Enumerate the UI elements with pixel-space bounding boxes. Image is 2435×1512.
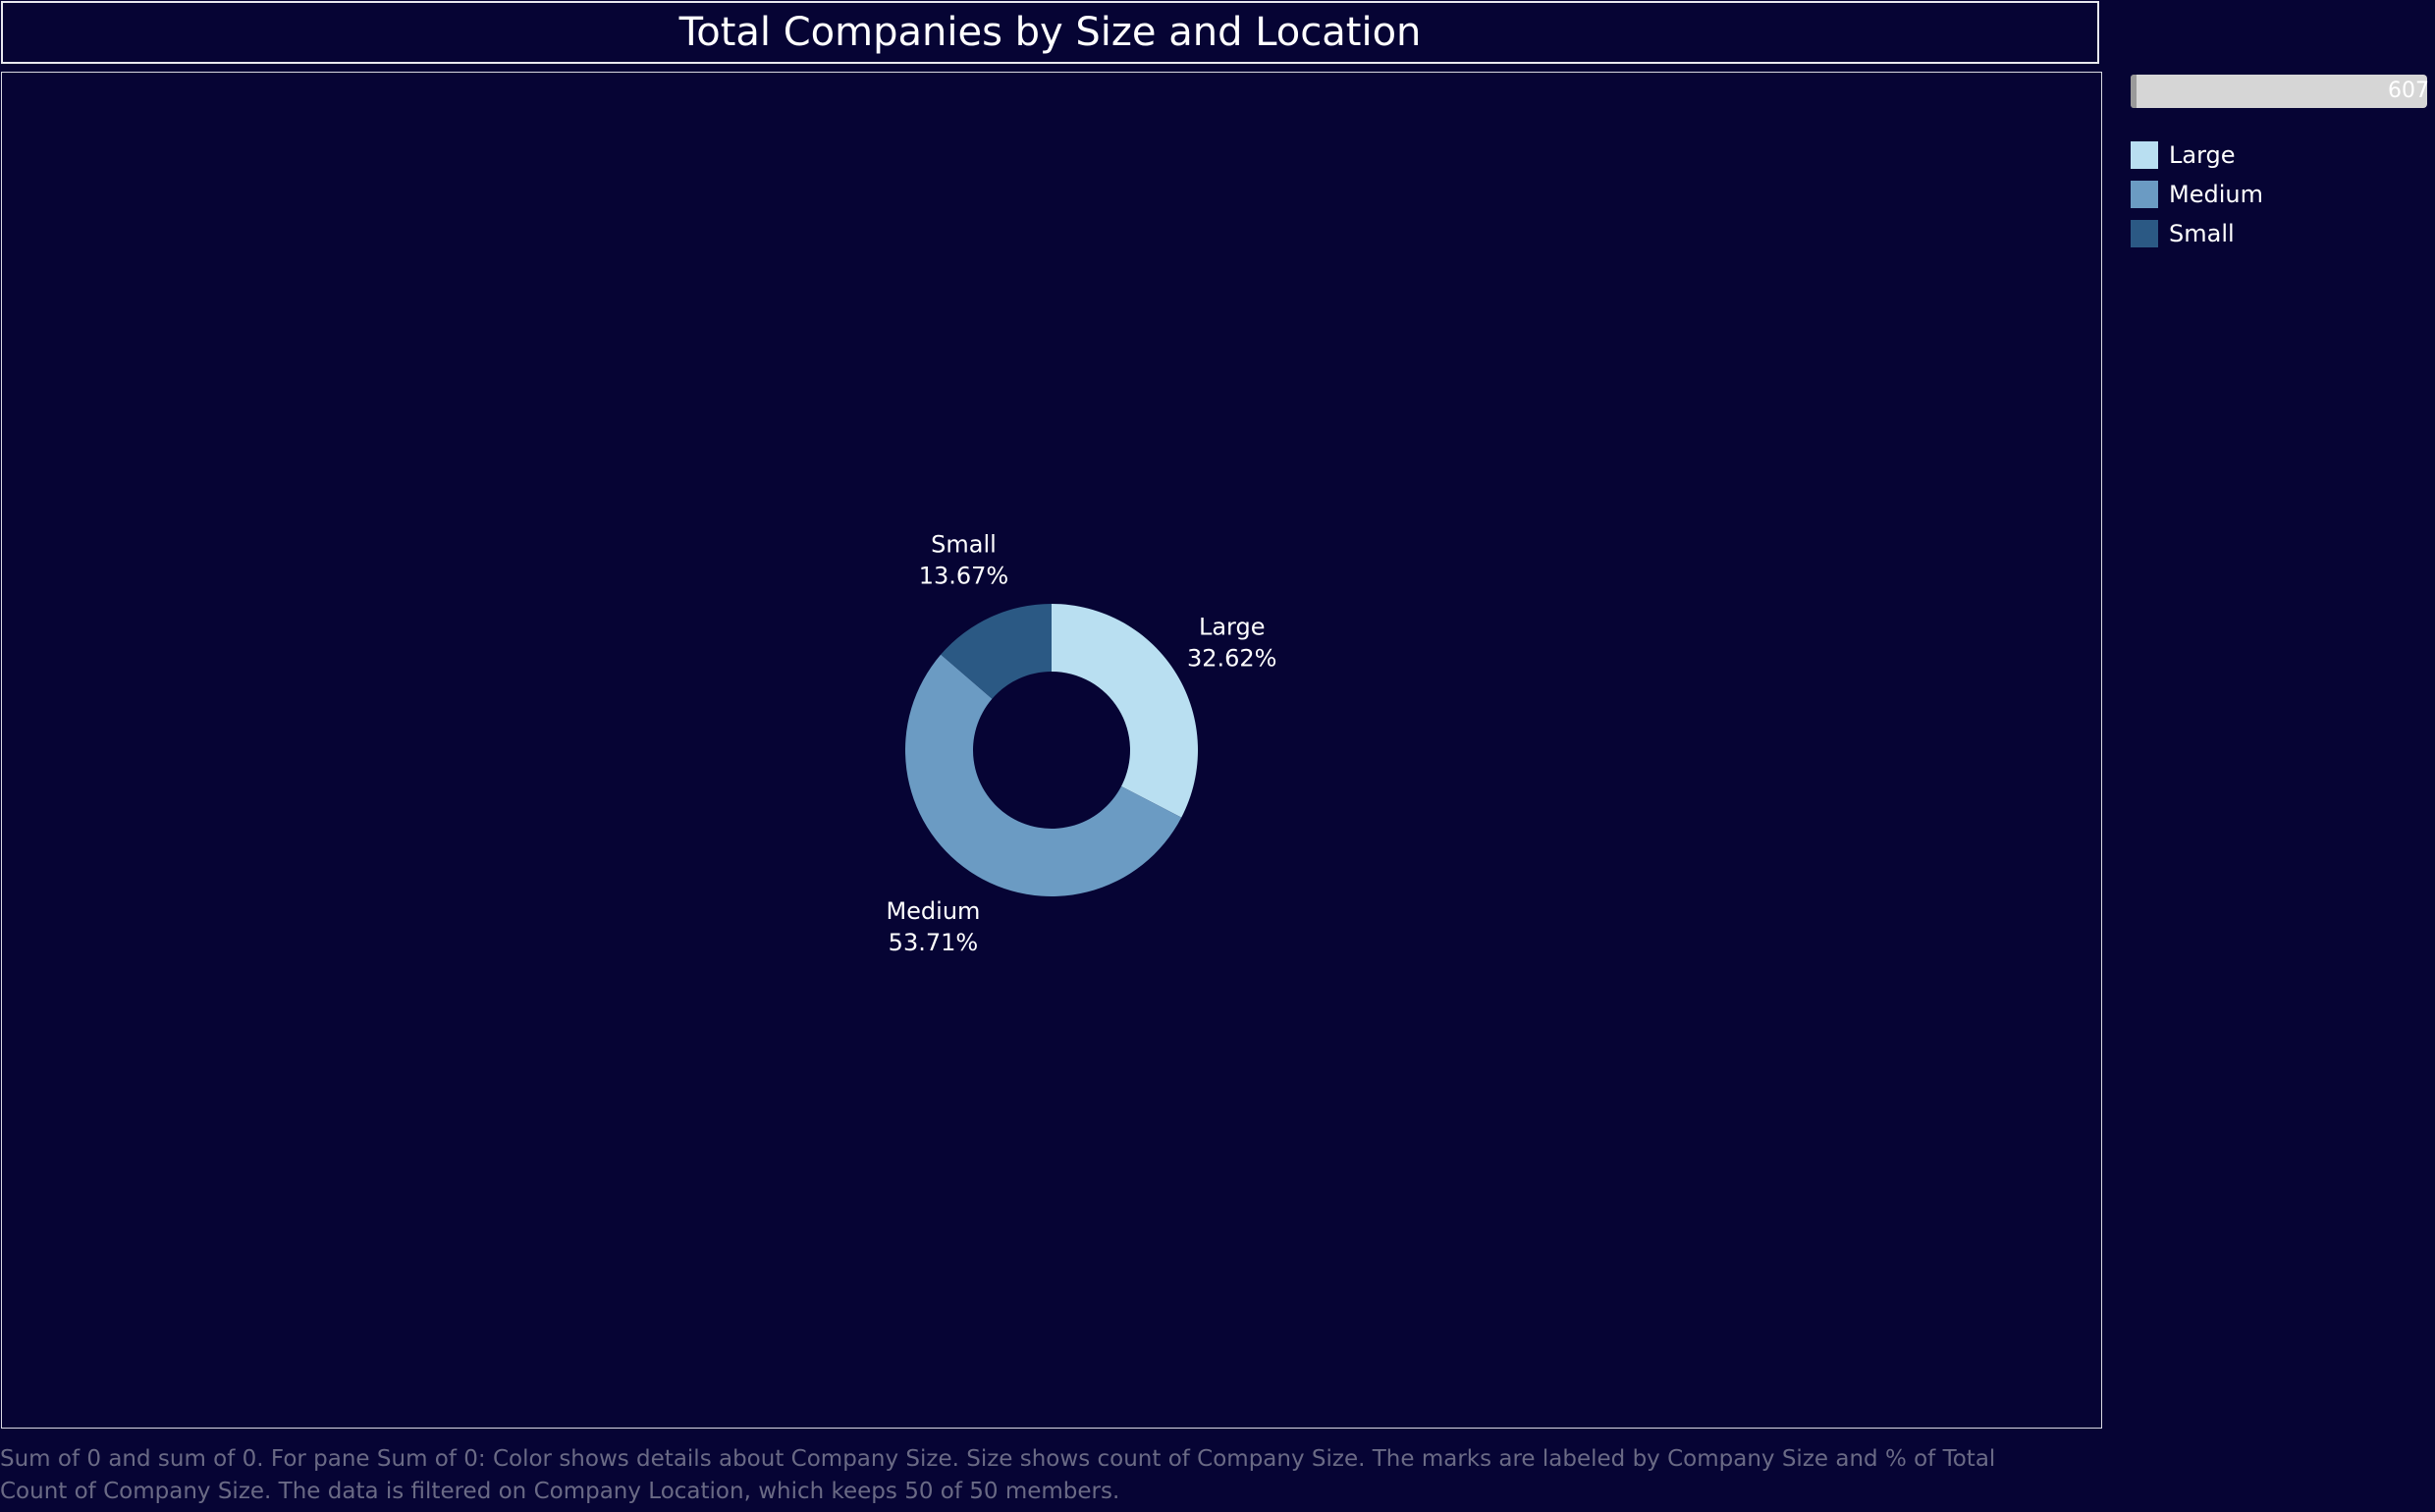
legend-label-medium: Medium xyxy=(2169,181,2263,208)
legend-item-small[interactable]: Small xyxy=(2131,214,2263,253)
legend-item-medium[interactable]: Medium xyxy=(2131,175,2263,214)
filter-slider-track[interactable] xyxy=(2131,75,2427,108)
slice-label-name: Medium xyxy=(886,897,980,925)
slice-label-small: Small 13.67% xyxy=(919,531,1009,590)
slice-label-value: 13.67% xyxy=(919,563,1009,590)
filter-slider-handle[interactable] xyxy=(2131,75,2137,108)
chart-title: Total Companies by Size and Location xyxy=(1,1,2099,64)
donut-slice-small[interactable] xyxy=(941,604,1052,699)
slice-label-value: 53.71% xyxy=(889,929,979,956)
legend-swatch-small xyxy=(2131,220,2158,247)
donut-slice-medium[interactable] xyxy=(905,654,1182,896)
donut-slice-large[interactable] xyxy=(1052,604,1198,818)
chart-frame: Large 32.62% Medium 53.71% Small 13.67% xyxy=(1,72,2102,1429)
chart-caption: Sum of 0 and sum of 0. For pane Sum of 0… xyxy=(0,1446,1996,1504)
slice-label-large: Large 32.62% xyxy=(1187,613,1277,672)
legend-label-small: Small xyxy=(2169,220,2235,247)
filter-slider-value: 607 xyxy=(2388,79,2429,103)
legend-swatch-medium xyxy=(2131,181,2158,208)
legend-swatch-large xyxy=(2131,141,2158,169)
legend-item-large[interactable]: Large xyxy=(2131,135,2263,175)
slice-label-medium: Medium 53.71% xyxy=(886,897,980,956)
slice-label-name: Small xyxy=(931,531,997,559)
slice-label-value: 32.62% xyxy=(1187,644,1277,672)
legend-label-large: Large xyxy=(2169,141,2236,169)
slice-label-name: Large xyxy=(1199,613,1266,640)
donut-chart[interactable]: Large 32.62% Medium 53.71% Small 13.67% xyxy=(2,73,2100,1427)
legend: Large Medium Small xyxy=(2131,135,2263,253)
